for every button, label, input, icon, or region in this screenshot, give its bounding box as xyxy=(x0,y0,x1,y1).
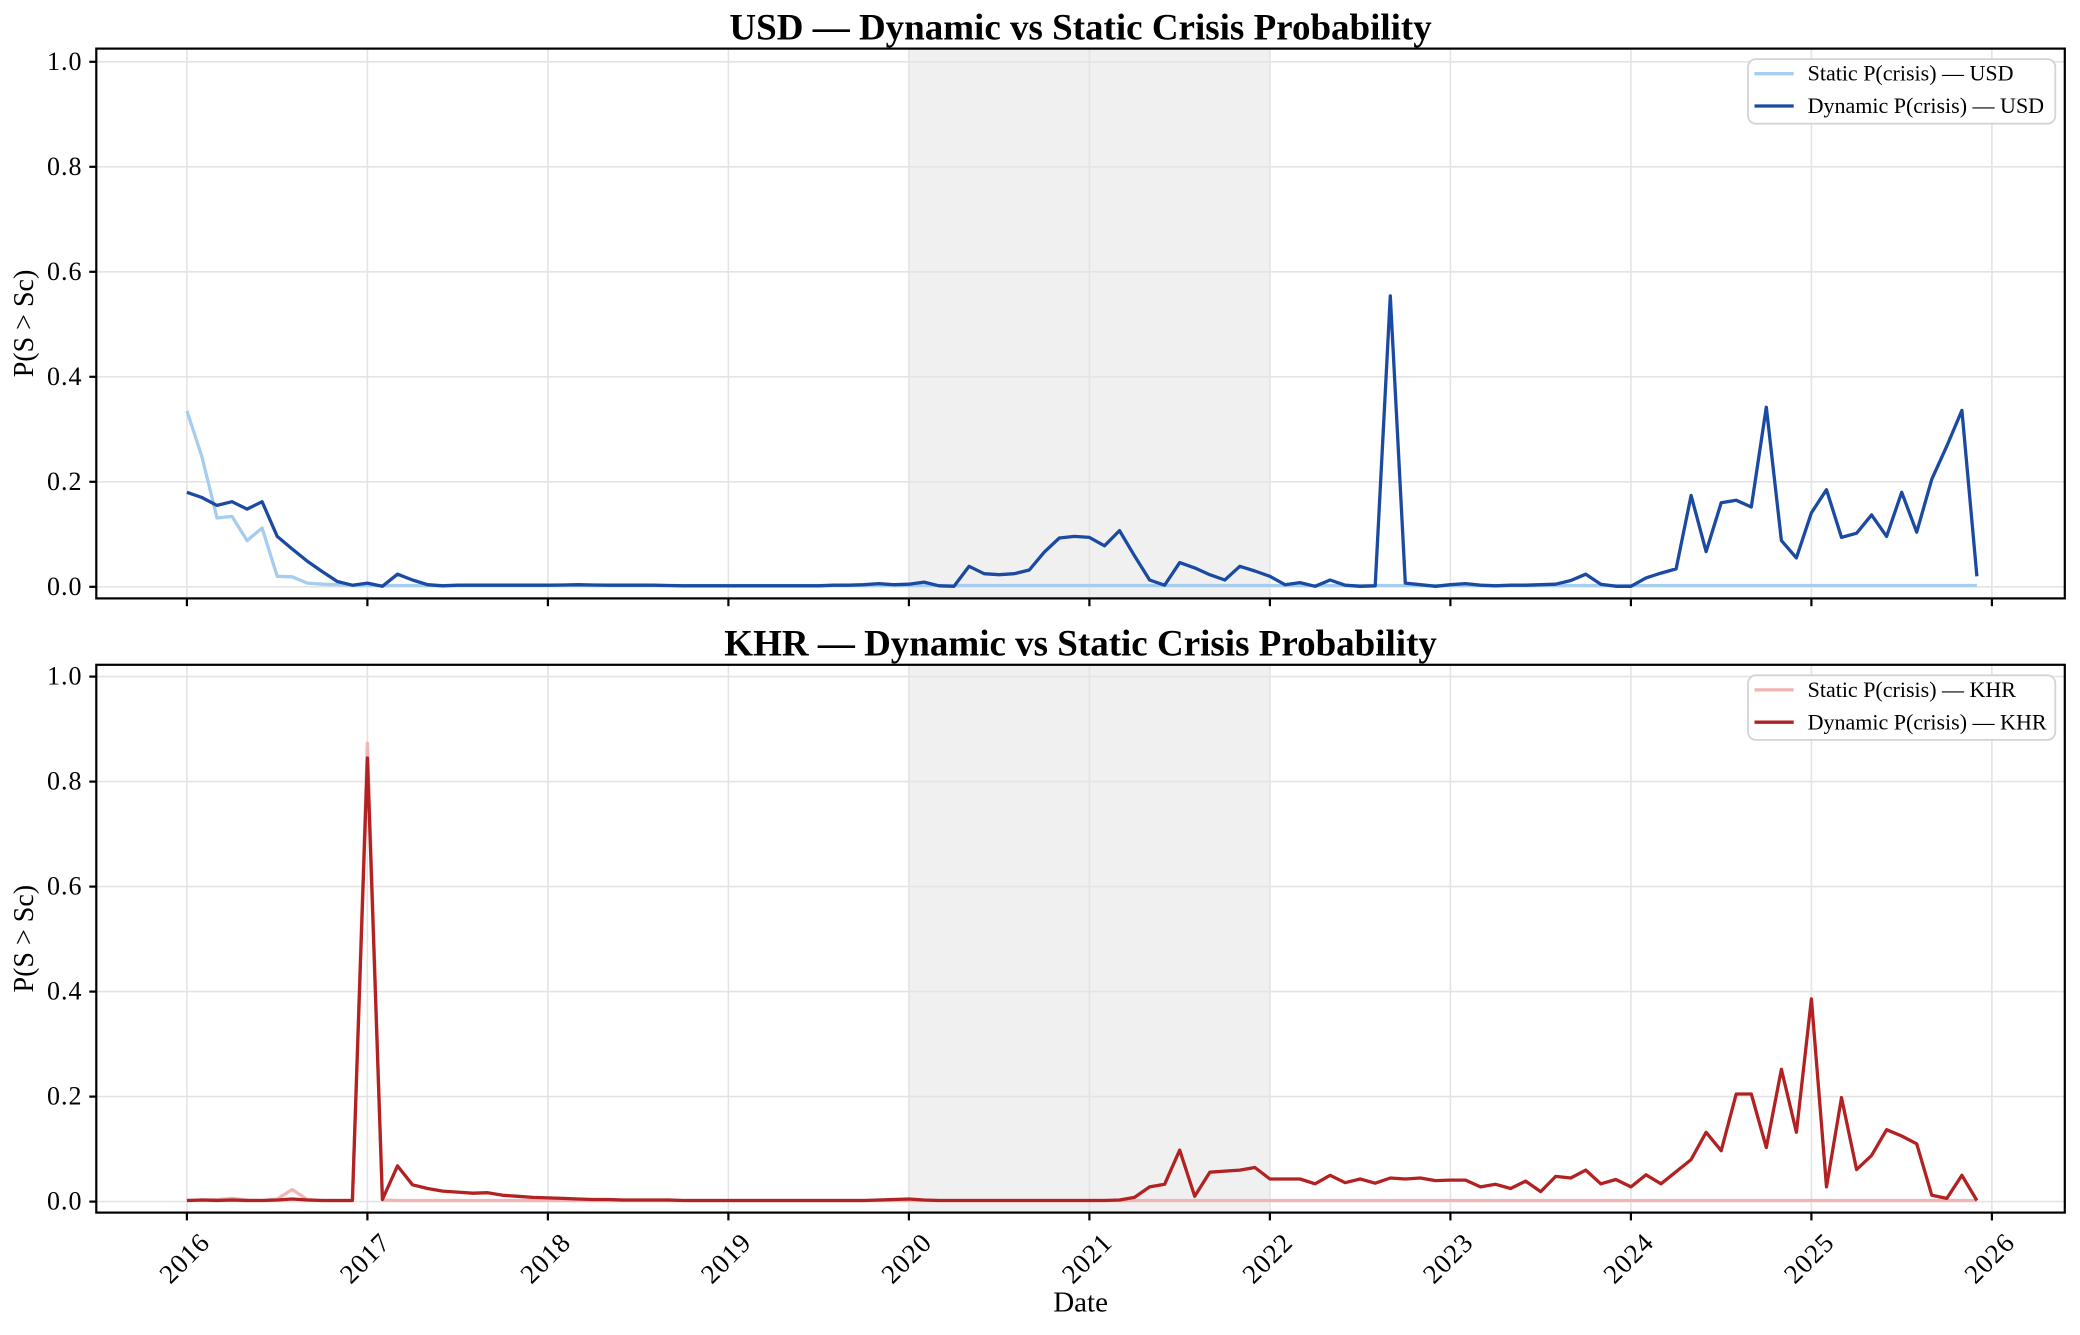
svg-text:0.2: 0.2 xyxy=(47,1082,83,1111)
svg-text:0.0: 0.0 xyxy=(47,1187,83,1216)
svg-text:Date: Date xyxy=(1053,1287,1108,1319)
svg-text:0.0: 0.0 xyxy=(47,572,83,601)
svg-text:Dynamic P(crisis) — USD: Dynamic P(crisis) — USD xyxy=(1808,93,2044,118)
svg-text:0.6: 0.6 xyxy=(47,257,83,286)
svg-text:0.8: 0.8 xyxy=(47,767,83,796)
svg-text:Dynamic P(crisis) — KHR: Dynamic P(crisis) — KHR xyxy=(1808,709,2047,734)
svg-text:P(S > Sc): P(S > Sc) xyxy=(9,885,40,993)
svg-text:0.8: 0.8 xyxy=(47,152,83,181)
svg-text:0.4: 0.4 xyxy=(47,977,83,1006)
svg-text:Static P(crisis) — KHR: Static P(crisis) — KHR xyxy=(1808,677,2017,702)
svg-text:0.2: 0.2 xyxy=(47,467,83,496)
svg-text:0.6: 0.6 xyxy=(47,872,83,901)
svg-text:P(S > Sc): P(S > Sc) xyxy=(9,270,40,378)
svg-text:USD — Dynamic vs Static Crisis: USD — Dynamic vs Static Crisis Probabili… xyxy=(729,8,1432,49)
svg-text:0.4: 0.4 xyxy=(47,362,83,391)
svg-text:1.0: 1.0 xyxy=(47,47,83,76)
svg-text:1.0: 1.0 xyxy=(47,662,83,691)
svg-text:KHR — Dynamic vs Static Crisis: KHR — Dynamic vs Static Crisis Probabili… xyxy=(724,624,1437,665)
svg-text:Static P(crisis) — USD: Static P(crisis) — USD xyxy=(1808,61,2014,86)
